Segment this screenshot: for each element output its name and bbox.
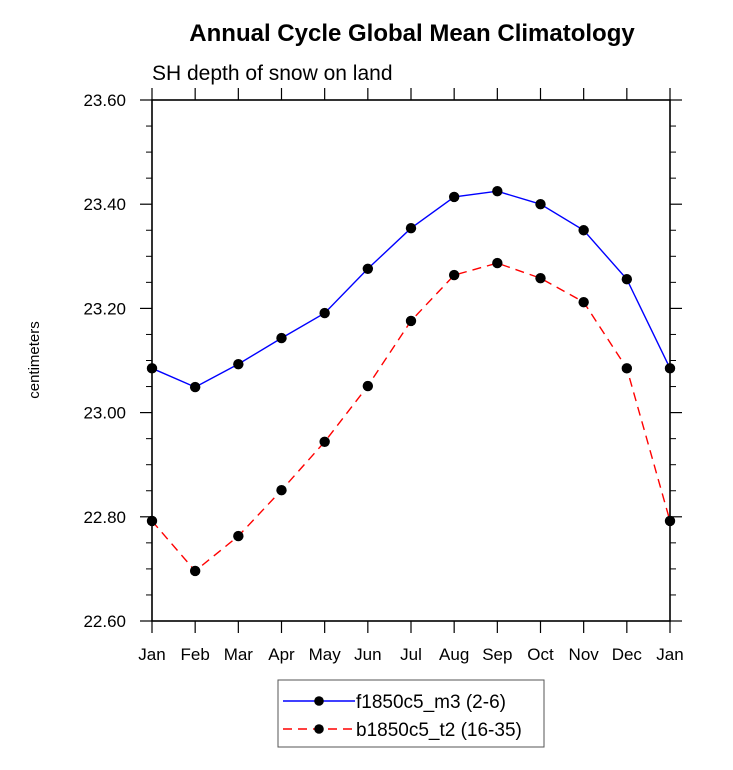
y-tick-label: 23.60 [83, 91, 126, 110]
series-line-2 [151, 262, 671, 572]
x-tick-label: Feb [181, 645, 210, 664]
data-point [319, 436, 330, 447]
legend-marker-1 [314, 696, 324, 706]
series-lines [151, 190, 671, 572]
plot-frame [151, 99, 671, 622]
data-point [319, 307, 330, 319]
series-markers [146, 185, 676, 577]
data-point [621, 363, 633, 374]
data-point [362, 380, 374, 392]
x-tick-label: Jun [354, 645, 381, 664]
x-tick-label: Jan [138, 645, 165, 664]
data-point [448, 191, 460, 203]
x-tick-label: Nov [569, 645, 600, 664]
x-tick-label: Dec [612, 645, 643, 664]
legend-box [277, 679, 545, 748]
chart-title: Annual Cycle Global Mean Climatology [189, 20, 635, 47]
data-point [189, 381, 201, 393]
y-tick-label: 23.20 [83, 299, 126, 318]
x-tick-label: Jan [656, 645, 683, 664]
data-point [276, 485, 287, 496]
data-point [535, 272, 546, 284]
y-tick-label: 22.80 [83, 508, 126, 527]
legend: f1850c5_m3 (2-6) b1850c5_t2 (16-35) [277, 679, 545, 748]
data-point [578, 296, 589, 308]
x-tick-label: Oct [527, 645, 554, 664]
x-tick-labels: Jan Feb Mar Apr May Jun Jul Aug Sep Oct Nov Dec Jan [138, 645, 683, 664]
x-tick-label: Aug [439, 645, 469, 664]
x-tick-label: Mar [224, 645, 254, 664]
data-point [276, 332, 287, 344]
x-tick-label: Sep [482, 645, 512, 664]
x-tick-label: May [309, 645, 342, 664]
data-point [621, 274, 633, 285]
data-point [405, 222, 417, 234]
data-point [233, 530, 244, 542]
data-point [535, 199, 546, 210]
y-tick-label: 22.60 [83, 612, 126, 631]
x-tick-label: Jul [400, 645, 422, 664]
data-point [492, 257, 503, 269]
series-line-1 [151, 190, 671, 388]
data-point [578, 225, 589, 236]
legend-label-2: b1850c5_t2 (16-35) [356, 720, 522, 741]
data-point [189, 565, 201, 577]
data-point [448, 269, 460, 281]
data-point [492, 185, 503, 197]
y-tick-labels: 22.60 22.80 23.00 23.20 23.40 23.60 [83, 91, 126, 631]
chart-subtitle: SH depth of snow on land [152, 62, 393, 85]
legend-marker-2 [314, 724, 324, 734]
axis-ticks [140, 88, 682, 633]
x-tick-label: Apr [268, 645, 295, 664]
y-axis-label: centimeters [26, 321, 43, 399]
data-point [405, 315, 417, 327]
data-point [233, 358, 244, 370]
legend-label-1: f1850c5_m3 (2-6) [356, 692, 506, 713]
y-tick-label: 23.00 [83, 404, 126, 423]
data-point [362, 263, 374, 275]
y-tick-label: 23.40 [83, 195, 126, 214]
